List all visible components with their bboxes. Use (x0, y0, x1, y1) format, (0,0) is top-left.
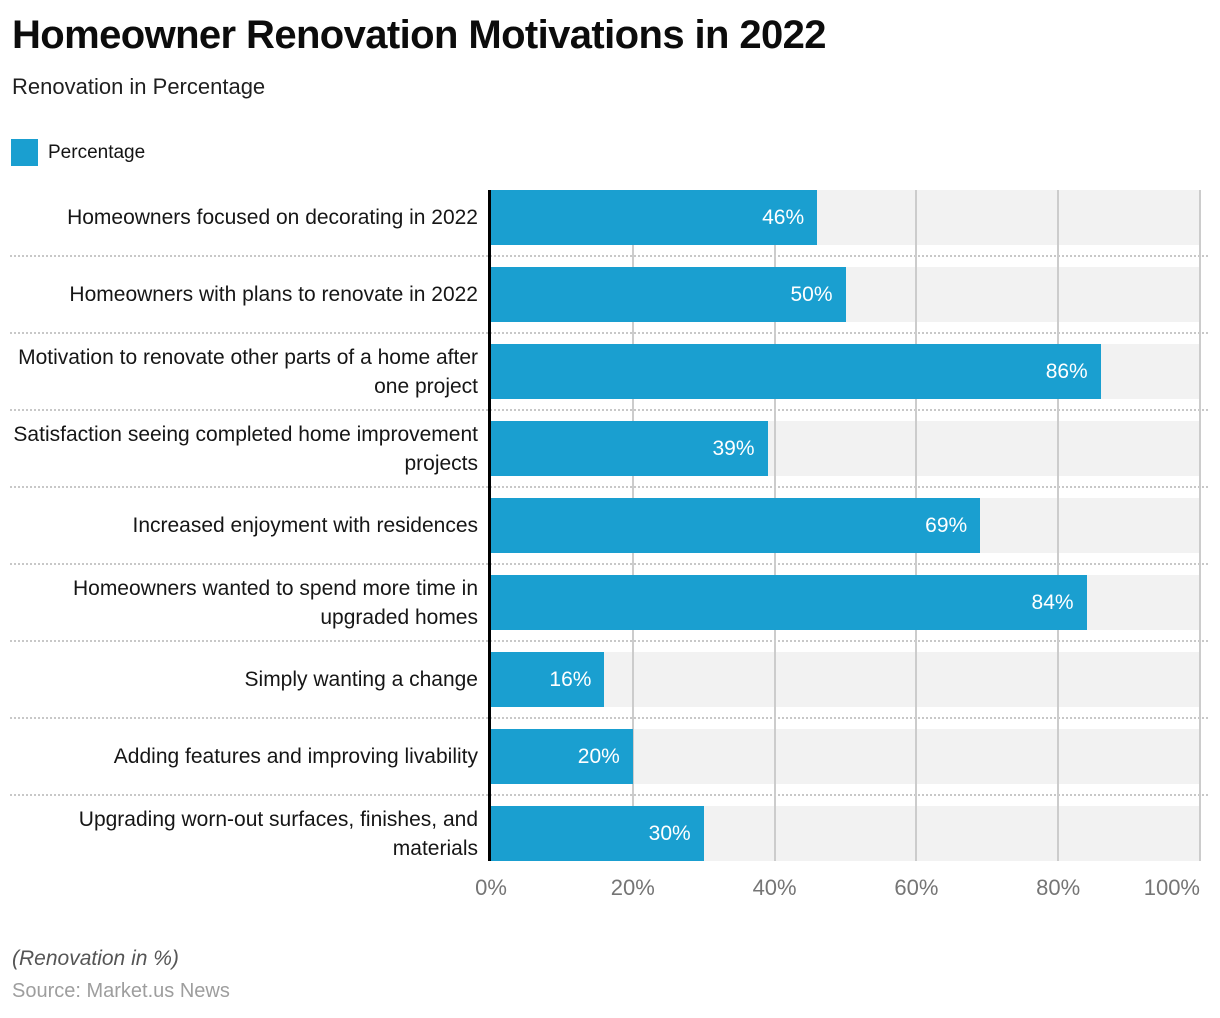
row-separator-line (10, 563, 1208, 565)
bar: 16% (491, 652, 605, 707)
bar-value-label: 69% (925, 513, 968, 537)
chart-subtitle: Renovation in Percentage (12, 74, 266, 99)
chart-row: Simply wanting a change 16% (0, 652, 1220, 707)
bar-value-label: 46% (762, 205, 805, 229)
bar-value-label: 20% (577, 744, 620, 768)
bar-track: 86% (491, 344, 1200, 399)
row-separator-line (10, 794, 1208, 796)
gridline (1199, 190, 1201, 861)
gridline (1057, 190, 1060, 861)
bar: 39% (491, 421, 768, 476)
bar-value-label: 39% (712, 436, 755, 460)
row-separator-line (10, 255, 1208, 257)
x-tick-label: 40% (752, 875, 797, 900)
bar-track: 16% (491, 652, 1200, 707)
bar: 46% (491, 190, 818, 245)
row-separator-line (10, 717, 1208, 719)
x-tick-label: 60% (894, 875, 939, 900)
x-tick-label: 20% (610, 875, 655, 900)
legend-swatch-icon (11, 139, 38, 166)
x-tick-label: 80% (1036, 875, 1081, 900)
bar-value-label: 50% (790, 282, 833, 306)
bar: 20% (491, 729, 633, 784)
source-credit: Source: Market.us News (12, 980, 230, 1002)
bar-track: 84% (491, 575, 1200, 630)
bar-value-label: 84% (1031, 590, 1074, 614)
row-background-band (491, 652, 1200, 707)
category-label: Homeowners wanted to spend more time in … (72, 576, 478, 629)
chart-row: Increased enjoyment with residences 69% (0, 498, 1220, 553)
chart-row: Homeowners focused on decorating in 2022… (0, 190, 1220, 245)
bar-track: 50% (491, 267, 1200, 322)
chart-rows: Homeowners focused on decorating in 2022… (0, 190, 1220, 861)
x-axis: 0% 20% 40% 60% 80% 100% (475, 861, 1200, 909)
category-label: Homeowners focused on decorating in 2022 (67, 206, 478, 229)
chart-row: Homeowners with plans to renovate in 202… (0, 267, 1220, 322)
bar-value-label: 86% (1045, 359, 1088, 383)
bar: 69% (491, 498, 981, 553)
category-label: Increased enjoyment with residences (132, 514, 478, 537)
bar: 86% (491, 344, 1101, 399)
legend-label: Percentage (48, 141, 146, 163)
bar-track: 30% (491, 806, 1200, 861)
bar-track: 39% (491, 421, 1200, 476)
row-separator-line (10, 640, 1208, 642)
bar-track: 20% (491, 729, 1200, 784)
chart-note: (Renovation in %) (12, 947, 179, 970)
bar: 50% (491, 267, 846, 322)
legend: Percentage (11, 139, 1208, 166)
chart-row: Satisfaction seeing completed home impro… (0, 421, 1220, 476)
category-label: Homeowners with plans to renovate in 202… (69, 283, 478, 306)
bar-track: 69% (491, 498, 1200, 553)
category-label: Simply wanting a change (244, 668, 478, 691)
row-separator-line (10, 332, 1208, 334)
page-title: Homeowner Renovation Motivations in 2022 (12, 13, 827, 57)
x-tick-label: 100% (1143, 875, 1200, 900)
row-separator-line (10, 409, 1208, 411)
bar-value-label: 16% (549, 667, 592, 691)
bar-value-label: 30% (648, 821, 691, 845)
chart-row: Adding features and improving livability… (0, 729, 1220, 784)
chart-plot-area: Homeowners focused on decorating in 2022… (0, 190, 1220, 861)
x-tick-label: 0% (475, 875, 507, 900)
category-label: Motivation to renovate other parts of a … (18, 345, 478, 398)
chart-row: Motivation to renovate other parts of a … (0, 344, 1220, 399)
bar: 84% (491, 575, 1087, 630)
chart-row: Homeowners wanted to spend more time in … (0, 575, 1220, 630)
row-separator-line (10, 486, 1208, 488)
category-label: Upgrading worn-out surfaces, finishes, a… (78, 807, 478, 860)
y-axis-line (488, 190, 491, 861)
bar: 30% (491, 806, 704, 861)
bar-track: 46% (491, 190, 1200, 245)
category-label: Satisfaction seeing completed home impro… (13, 422, 478, 475)
category-label: Adding features and improving livability (113, 745, 478, 768)
chart-row: Upgrading worn-out surfaces, finishes, a… (0, 806, 1220, 861)
